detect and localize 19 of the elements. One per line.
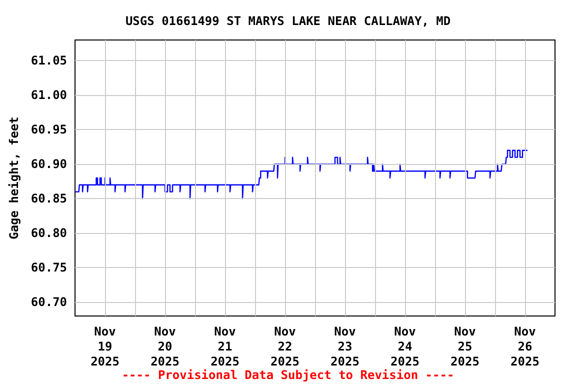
y-tick-label: 61.00 <box>30 88 68 102</box>
chart-title: USGS 01661499 ST MARYS LAKE NEAR CALLAWAY, MD <box>125 14 451 28</box>
x-tick-label: Nov 22 2025 <box>270 324 300 368</box>
y-tick-label: 60.75 <box>30 260 68 275</box>
y-tick-label: 60.90 <box>30 157 68 172</box>
x-tick-label: Nov 23 2025 <box>330 324 360 368</box>
x-tick-label: Nov 25 2025 <box>450 324 480 368</box>
x-tick-label: Nov 26 2025 <box>510 324 540 368</box>
x-tick-label: Nov 24 2025 <box>390 324 420 368</box>
y-tick-label: 60.80 <box>30 226 68 240</box>
y-axis-title: Gage height, feet <box>7 116 21 240</box>
text: ---- Provisional Data Subject to Revision ---- <box>122 368 454 382</box>
x-tick-label: Nov 20 2025 <box>150 324 180 368</box>
y-tick-label: 60.70 <box>30 295 68 310</box>
y-tick-label: 61.05 <box>30 54 68 68</box>
x-tick-label: Nov 21 2025 <box>210 324 240 368</box>
y-tick-label: 60.85 <box>30 192 68 206</box>
y-tick-label: 60.95 <box>30 122 68 137</box>
x-tick-label: Nov 19 2025 <box>90 324 120 368</box>
